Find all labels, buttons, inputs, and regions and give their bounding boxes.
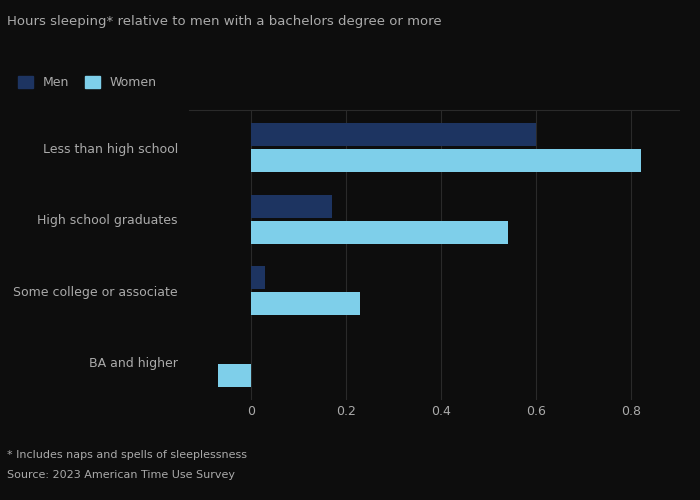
Text: * Includes naps and spells of sleeplessness: * Includes naps and spells of sleeplessn…: [7, 450, 247, 460]
Legend: Men, Women: Men, Women: [13, 71, 162, 94]
Bar: [251, 220, 508, 244]
Bar: [251, 292, 360, 315]
Bar: [218, 364, 251, 387]
Text: Hours sleeping* relative to men with a bachelors degree or more: Hours sleeping* relative to men with a b…: [7, 15, 442, 28]
Bar: [251, 266, 265, 289]
Text: Source: 2023 American Time Use Survey: Source: 2023 American Time Use Survey: [7, 470, 235, 480]
Bar: [251, 123, 536, 146]
Bar: [251, 195, 332, 218]
Bar: [251, 149, 641, 172]
